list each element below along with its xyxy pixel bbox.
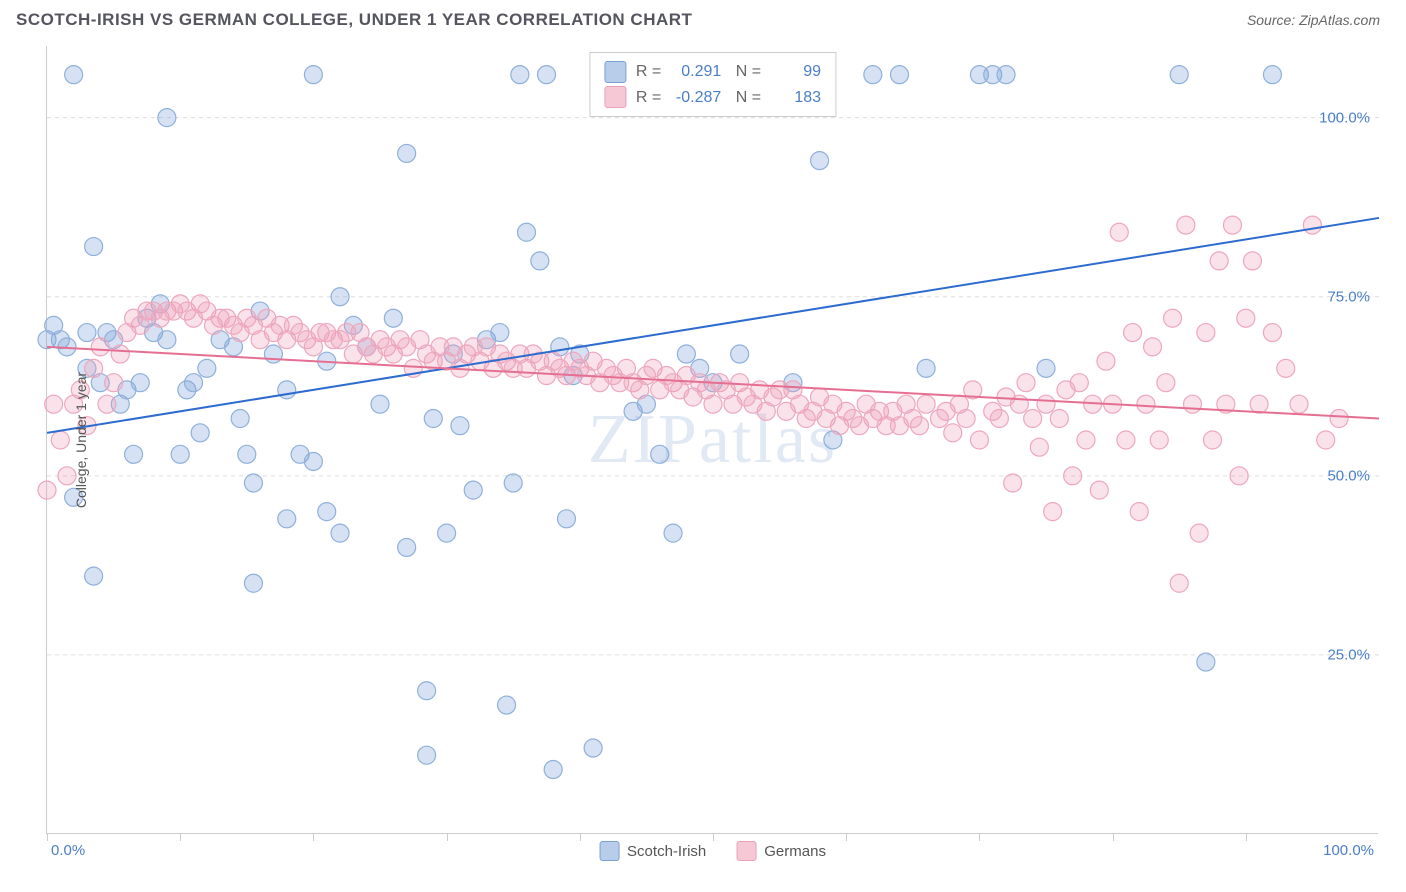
stats-r-label: R = (636, 85, 661, 111)
y-tick-label: 50.0% (1327, 467, 1370, 484)
y-tick-label: 25.0% (1327, 646, 1370, 663)
x-tick (47, 833, 48, 841)
stats-n-label: N = (731, 59, 761, 85)
x-tick (1113, 833, 1114, 841)
data-svg (47, 46, 1378, 833)
x-tick (313, 833, 314, 841)
header: SCOTCH-IRISH VS GERMAN COLLEGE, UNDER 1 … (0, 0, 1406, 38)
swatch-icon (736, 841, 756, 861)
x-axis-start-label: 0.0% (51, 842, 85, 859)
x-tick (846, 833, 847, 841)
plot-area: ZIPatlas College, Under 1 year 25.0%50.0… (46, 46, 1378, 834)
stats-n-label: N = (731, 85, 761, 111)
legend-label: Germans (764, 843, 826, 860)
swatch-icon (599, 841, 619, 861)
x-tick (180, 833, 181, 841)
y-tick-label: 100.0% (1319, 109, 1370, 126)
bottom-legend: Scotch-Irish Germans (599, 841, 826, 861)
legend-item-scotch-irish: Scotch-Irish (599, 841, 706, 861)
y-axis-label: College, Under 1 year (73, 371, 89, 507)
stats-n-value: 99 (771, 59, 821, 85)
swatch-icon (604, 86, 626, 108)
x-tick (979, 833, 980, 841)
stats-r-value: -0.287 (671, 85, 721, 111)
stats-row-germans: R = -0.287 N = 183 (604, 85, 821, 111)
stats-legend-box: R = 0.291 N = 99 R = -0.287 N = 183 (589, 52, 836, 117)
stats-r-label: R = (636, 59, 661, 85)
x-tick (713, 833, 714, 841)
legend-item-germans: Germans (736, 841, 826, 861)
stats-r-value: 0.291 (671, 59, 721, 85)
chart-container: ZIPatlas College, Under 1 year 25.0%50.0… (46, 46, 1378, 834)
x-axis-end-label: 100.0% (1323, 842, 1374, 859)
chart-title: SCOTCH-IRISH VS GERMAN COLLEGE, UNDER 1 … (16, 10, 692, 30)
x-tick (1246, 833, 1247, 841)
y-tick-label: 75.0% (1327, 288, 1370, 305)
stats-row-scotch-irish: R = 0.291 N = 99 (604, 59, 821, 85)
x-tick (447, 833, 448, 841)
stats-n-value: 183 (771, 85, 821, 111)
legend-label: Scotch-Irish (627, 843, 706, 860)
x-tick (580, 833, 581, 841)
swatch-icon (604, 61, 626, 83)
source-attribution: Source: ZipAtlas.com (1247, 12, 1380, 28)
